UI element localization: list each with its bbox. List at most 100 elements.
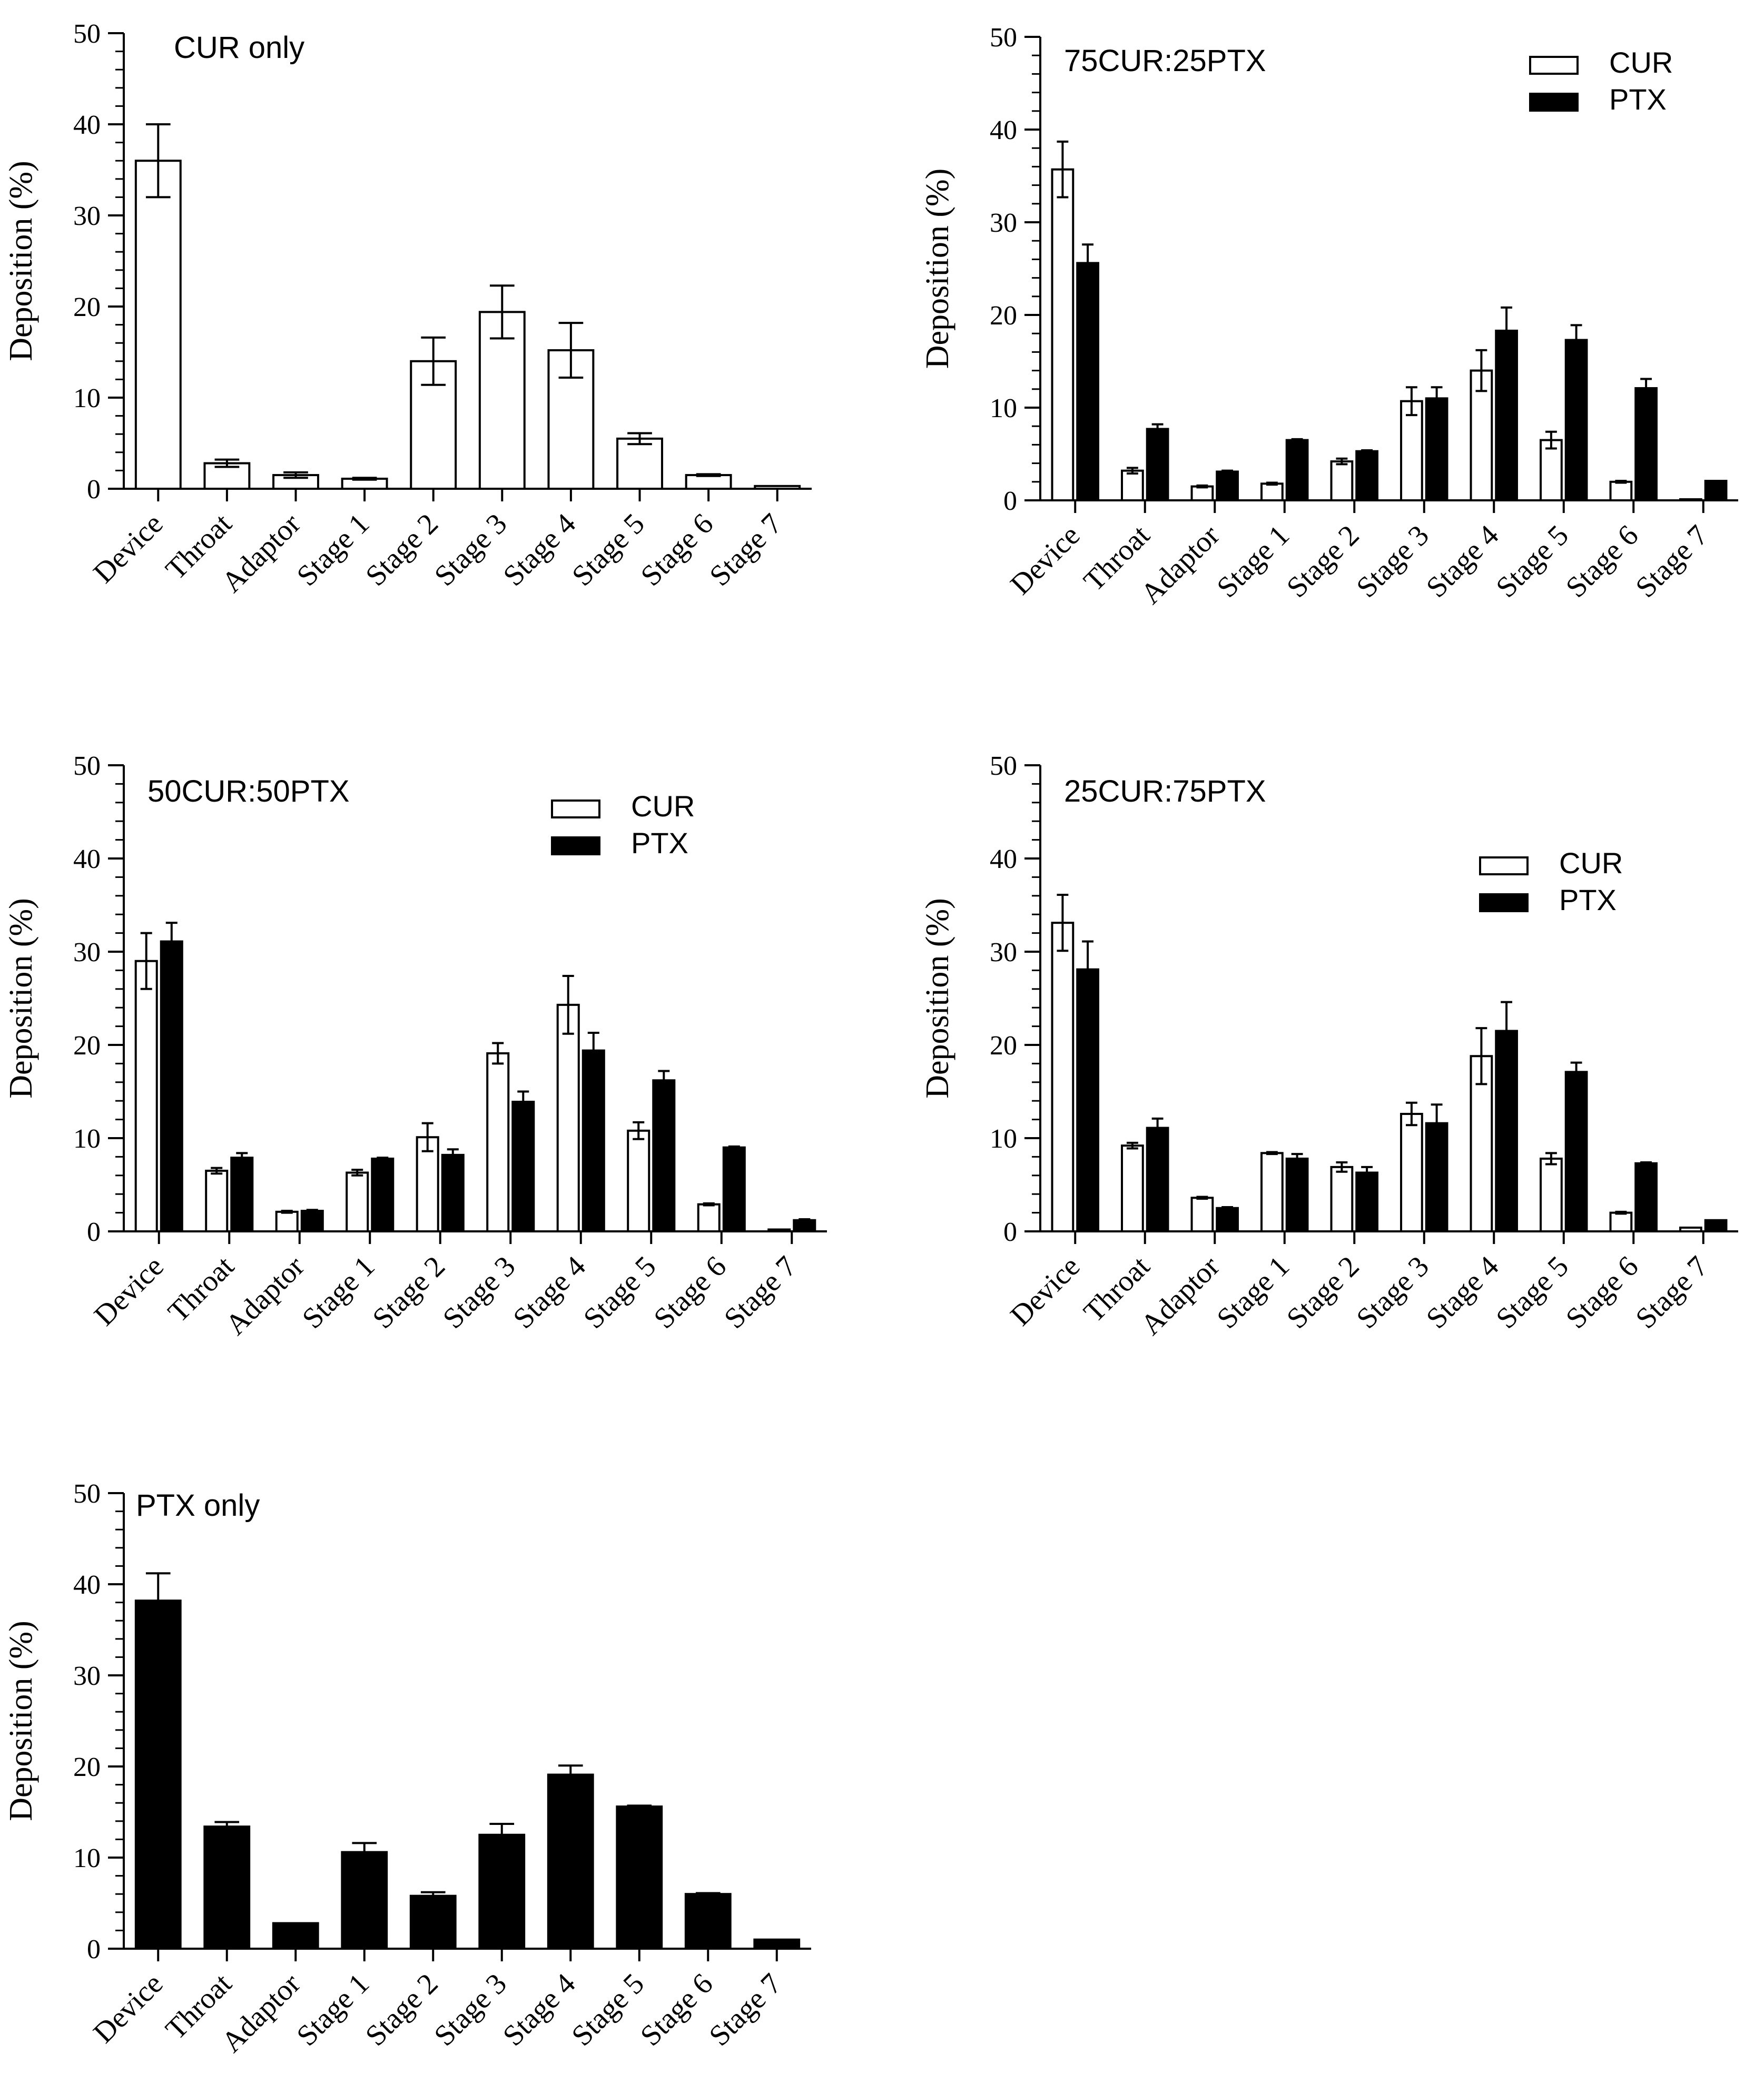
y-tick-label: 50: [73, 19, 101, 49]
x-tick-label: Stage 3: [1350, 1250, 1435, 1335]
x-tick-label: Adaptor: [219, 1250, 311, 1341]
panel-3: 0 10 20 30 40 50 Deposition (%) 50CUR:50PTX Devi…: [3, 751, 827, 1341]
bar-cur-stage-1: [346, 1171, 369, 1232]
bar-ptx-device: [160, 940, 183, 1232]
x-tick-label: Stage 7: [703, 1967, 788, 2052]
bar-ptx-throat: [1146, 1127, 1169, 1233]
bar-ptx-stage-5: [652, 1079, 676, 1232]
x-tick-label: Stage 2: [1280, 1250, 1366, 1335]
x-tick-label: Adaptor: [215, 1967, 307, 2059]
bar-ptx-stage-1: [341, 1851, 388, 1950]
bar-cur-stage-1: [1260, 1152, 1284, 1233]
legend-label-cur: CUR: [1559, 846, 1623, 880]
x-tick-label: Stage 2: [359, 507, 445, 593]
x-tick-label: Stage 3: [437, 1250, 522, 1335]
panel-2: 0 10 20 30 40 50 Deposition (%) 75CUR:25PTX Devi…: [920, 23, 1738, 610]
bar-cur-stage-7: [754, 485, 801, 490]
x-tick-label: Device: [87, 1967, 169, 2049]
y-tick-label: 20: [73, 292, 101, 322]
bar-ptx-stage-1: [1285, 439, 1309, 501]
bar-cur-stage-3: [1400, 1112, 1423, 1232]
x-tick-label: Stage 2: [366, 1250, 451, 1335]
legend-swatch-cur: [551, 799, 600, 818]
panel-title: 75CUR:25PTX: [1064, 44, 1266, 78]
bar-ptx-adaptor: [1216, 470, 1239, 502]
panel-4: 0 10 20 30 40 50 Deposition (%) 25CUR:75PTX Devi…: [920, 751, 1738, 1341]
bar-cur-stage-2: [1330, 1166, 1354, 1233]
bar-cur-throat: [205, 1169, 229, 1232]
bar-cur-stage-4: [556, 1003, 580, 1232]
y-tick-label: 30: [73, 937, 101, 968]
bar-cur-stage-6: [1609, 480, 1633, 501]
bar-ptx-throat: [1146, 428, 1169, 501]
bar-cur-stage-6: [697, 1203, 721, 1232]
x-tick-label: Stage 3: [428, 507, 514, 593]
bar-cur-device: [134, 160, 182, 490]
x-tick-label: Stage 7: [1629, 519, 1714, 604]
x-tick-label: Adaptor: [1135, 519, 1226, 610]
y-tick-label: 50: [990, 23, 1017, 53]
legend-label-cur: CUR: [631, 789, 695, 823]
bar-ptx-stage-4: [1495, 1030, 1518, 1232]
bar-cur-stage-3: [486, 1052, 510, 1233]
bar-ptx-throat: [230, 1157, 254, 1232]
x-tick-label: Stage 4: [497, 507, 583, 593]
x-tick-label: Device: [87, 507, 170, 589]
y-tick-label: 0: [87, 475, 101, 505]
x-tick-label: Adaptor: [215, 507, 307, 599]
panel-title: PTX only: [136, 1488, 260, 1523]
bar-cur-stage-2: [416, 1136, 439, 1232]
legend-swatch-ptx: [1479, 893, 1529, 912]
x-tick-label: Stage 6: [634, 1967, 720, 2052]
y-axis-label: Deposition (%): [3, 898, 39, 1099]
x-tick-label: Stage 5: [1490, 1250, 1575, 1335]
y-tick-label: 10: [990, 1124, 1017, 1154]
bar-ptx-stage-4: [547, 1773, 594, 1950]
bar-ptx-stage-6: [1634, 387, 1658, 501]
bar-ptx-stage-5: [616, 1805, 663, 1950]
x-tick-label: Stage 6: [635, 507, 720, 593]
bar-ptx-adaptor: [300, 1210, 324, 1233]
bar-ptx-adaptor: [272, 1922, 319, 1950]
x-tick-label: Stage 4: [1420, 519, 1505, 604]
bar-ptx-stage-4: [1495, 329, 1518, 501]
bar-ptx-stage-1: [1285, 1157, 1309, 1232]
y-tick-label: 50: [73, 751, 101, 781]
legend-swatch-cur: [1479, 856, 1529, 875]
x-tick-label: Stage 4: [497, 1967, 582, 2052]
bar-ptx-stage-6: [722, 1146, 746, 1232]
x-tick-label: Stage 4: [507, 1250, 592, 1335]
x-tick-label: Stage 4: [1420, 1250, 1505, 1335]
y-tick-label: 50: [990, 751, 1017, 781]
y-tick-label: 30: [73, 1661, 101, 1691]
bar-ptx-stage-7: [1704, 480, 1728, 501]
bar-ptx-stage-7: [1704, 1219, 1728, 1233]
y-tick-label: 0: [1003, 486, 1017, 516]
y-axis-label: Deposition (%): [920, 169, 955, 369]
bar-cur-device: [134, 960, 158, 1232]
y-tick-label: 20: [73, 1031, 101, 1061]
y-tick-label: 30: [990, 937, 1017, 968]
x-tick-label: Stage 6: [647, 1250, 733, 1335]
bar-ptx-stage-7: [753, 1938, 801, 1950]
bar-ptx-stage-5: [1564, 339, 1588, 502]
bar-cur-adaptor: [1190, 485, 1214, 501]
x-tick-label: Stage 6: [1560, 1250, 1645, 1335]
x-tick-label: Stage 1: [290, 1967, 376, 2052]
bar-cur-stage-5: [627, 1129, 651, 1233]
bar-cur-stage-4: [1470, 1055, 1493, 1232]
x-tick-label: Stage 3: [428, 1967, 513, 2052]
x-tick-label: Stage 5: [1490, 519, 1575, 604]
y-axis-label: Deposition (%): [3, 161, 39, 361]
y-tick-label: 40: [73, 844, 101, 874]
bar-ptx-stage-1: [371, 1157, 395, 1232]
x-tick-label: Stage 1: [291, 507, 376, 593]
y-tick-label: 20: [990, 301, 1017, 331]
legend-swatch-ptx: [551, 836, 600, 855]
legend-swatch-ptx: [1529, 93, 1579, 112]
bar-cur-device: [1051, 168, 1075, 501]
bar-ptx-stage-2: [1355, 1171, 1378, 1232]
